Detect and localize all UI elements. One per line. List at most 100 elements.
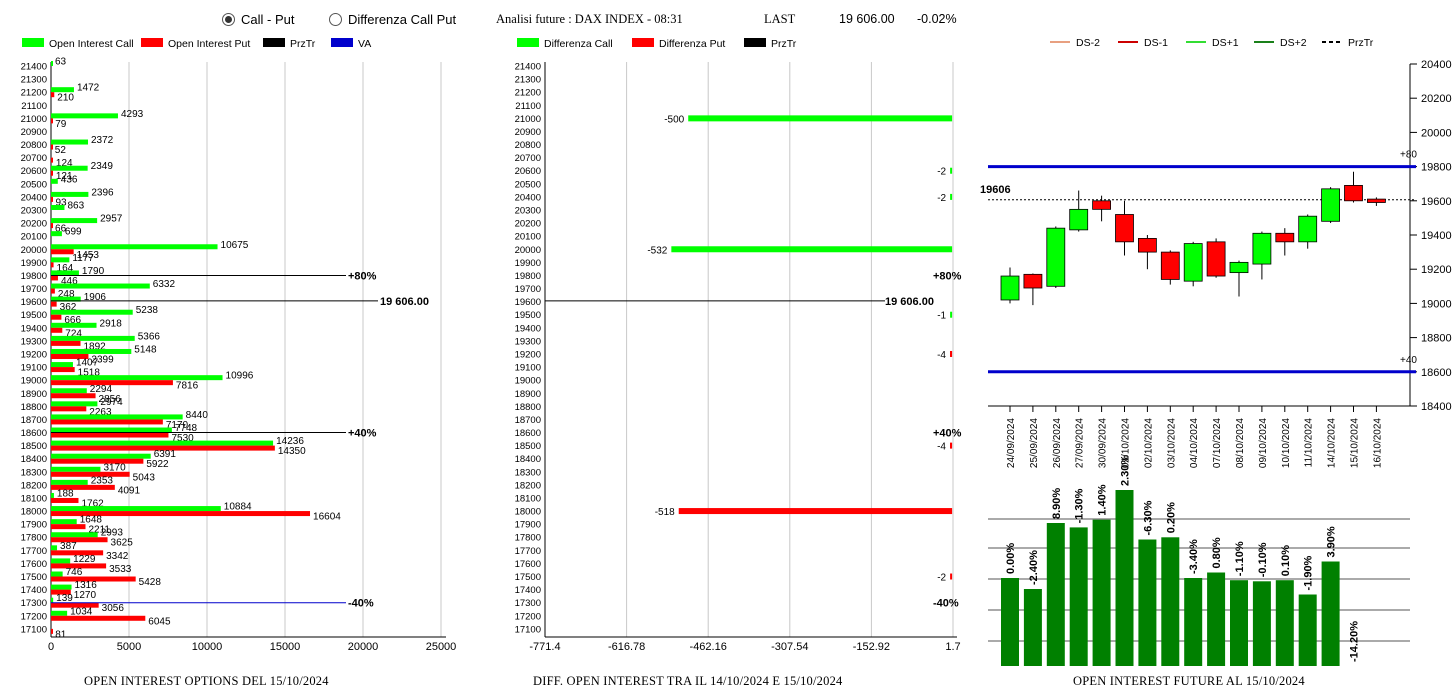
y-tick-label: 19600 xyxy=(1421,196,1452,208)
strike-label: 17200 xyxy=(515,611,541,622)
call-value-label: 2372 xyxy=(91,135,114,146)
strike-label: 21200 xyxy=(515,88,541,99)
call-bar xyxy=(51,178,58,184)
call-bar xyxy=(51,218,98,224)
diff-value-label: -2 xyxy=(937,167,946,178)
diff-value-label: -1 xyxy=(937,311,946,322)
strike-label: 18800 xyxy=(515,402,541,413)
y-tick-label: 18400 xyxy=(1421,401,1452,413)
future-oi-label: 8.90% xyxy=(1051,488,1063,519)
strike-label: 20000 xyxy=(21,245,47,256)
strike-label: 20400 xyxy=(21,192,47,203)
y-tick-label: 20000 xyxy=(1421,127,1452,139)
future-oi-label: 0.80% xyxy=(1211,537,1223,568)
strike-label: 21400 xyxy=(515,62,541,73)
legend-swatch-0 xyxy=(22,38,44,47)
strike-label: 17100 xyxy=(21,624,47,635)
call-bar xyxy=(51,453,151,459)
diff-value-label: -4 xyxy=(937,350,946,361)
future-oi-label: 1.40% xyxy=(1097,484,1109,515)
strike-label: 17900 xyxy=(515,520,541,531)
strike-label: 18300 xyxy=(515,467,541,478)
future-oi-label: 0.10% xyxy=(1280,545,1292,576)
put-value-label: 66 xyxy=(55,224,67,235)
put-value-label: 2856 xyxy=(99,394,122,405)
call-bar xyxy=(51,466,101,472)
strike-label: 17500 xyxy=(21,572,47,583)
candle-body xyxy=(1069,208,1089,231)
x-tick-label: 25000 xyxy=(426,641,457,653)
call-bar xyxy=(51,113,118,119)
put-value-label: 1762 xyxy=(81,498,104,509)
strike-label: 18600 xyxy=(515,428,541,439)
date-label: 14/10/2024 xyxy=(1327,418,1338,468)
last-label: LAST xyxy=(764,12,796,26)
strike-label: 17700 xyxy=(21,546,47,557)
put-bar xyxy=(51,628,53,634)
strike-label: 19000 xyxy=(21,376,47,387)
strike-label: 17600 xyxy=(515,559,541,570)
x-tick-label: 10000 xyxy=(192,641,223,653)
strike-label: 17100 xyxy=(515,624,541,635)
radio-difference[interactable]: Differenza Call Put xyxy=(329,12,456,27)
future-oi-label: -1.30% xyxy=(1074,488,1086,523)
put-value-label: 7170 xyxy=(166,420,189,431)
y-tick-label: 19200 xyxy=(1421,264,1452,276)
strike-label: 21200 xyxy=(21,88,47,99)
future-oi-label: -2.40% xyxy=(1028,550,1040,585)
strike-label: 20500 xyxy=(21,179,47,190)
radio-call-put-indicator[interactable] xyxy=(222,13,235,26)
call-bar xyxy=(51,283,150,289)
level-line-label: -40% xyxy=(348,598,374,610)
put-value-label: 164 xyxy=(57,263,74,274)
legend-swatch-2 xyxy=(263,38,285,47)
call-bar xyxy=(51,545,58,551)
put-bar xyxy=(51,170,53,176)
call-bar xyxy=(51,558,71,564)
strike-label: 17400 xyxy=(515,585,541,596)
put-value-label: 121 xyxy=(56,171,73,182)
x-tick-label: 5000 xyxy=(117,641,141,653)
put-value-label: 5922 xyxy=(146,459,169,470)
candle-body xyxy=(1046,227,1066,287)
call-bar xyxy=(51,322,97,328)
radio-call-put[interactable]: Call - Put xyxy=(222,12,294,27)
diff-value-label: -500 xyxy=(664,114,684,125)
future-oi-bar xyxy=(1298,594,1317,666)
candle-body xyxy=(1344,185,1363,202)
strike-label: 17300 xyxy=(515,598,541,609)
call-value-label: 3170 xyxy=(103,462,126,473)
strike-label: 20300 xyxy=(21,205,47,216)
future-level-label: +40 xyxy=(1400,355,1417,366)
date-label: 30/09/2024 xyxy=(1098,418,1109,468)
put-bar xyxy=(51,511,311,517)
candle-body xyxy=(1000,275,1020,301)
diff-bar xyxy=(950,167,953,174)
legend-label-0: Open Interest Call xyxy=(49,38,134,50)
strike-label: 21100 xyxy=(515,101,541,112)
diff-bar xyxy=(688,115,953,122)
date-label: 02/10/2024 xyxy=(1143,418,1154,468)
call-value-label: 1177 xyxy=(72,253,94,264)
future-legend-label-4: PrzTr xyxy=(1348,37,1374,49)
strike-label: 18100 xyxy=(515,493,541,504)
call-bar xyxy=(51,610,68,616)
level-line-label: 19 606.00 xyxy=(380,296,429,308)
future-oi-label: 0.00% xyxy=(1005,543,1017,574)
strike-label: 17200 xyxy=(21,611,47,622)
future-oi-bar xyxy=(1184,578,1203,666)
x-tick-label: -771.4 xyxy=(529,641,560,653)
put-bar xyxy=(51,157,53,163)
call-value-label: 436 xyxy=(61,174,78,185)
put-bar xyxy=(51,537,108,543)
put-value-label: 210 xyxy=(57,93,74,104)
call-value-label: 2957 xyxy=(100,214,123,225)
change-value: -0.02% xyxy=(917,12,957,26)
y-tick-label: 19800 xyxy=(1421,162,1452,174)
put-bar xyxy=(51,92,55,98)
diff-value-label: -518 xyxy=(655,507,675,518)
put-bar xyxy=(51,432,169,438)
future-oi-bar xyxy=(1046,523,1065,666)
call-bar xyxy=(51,375,223,381)
radio-difference-indicator[interactable] xyxy=(329,13,342,26)
